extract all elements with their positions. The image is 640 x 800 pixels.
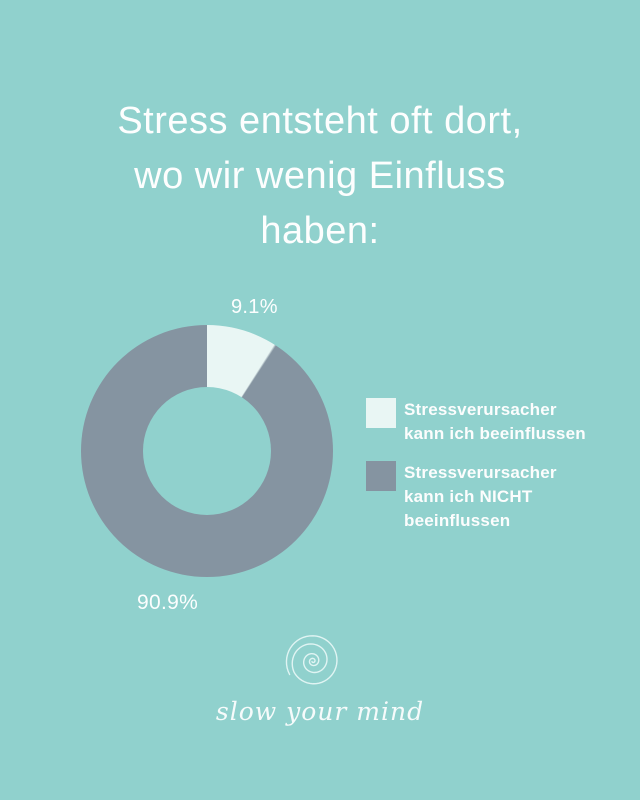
percent-label-large-slice: 90.9%	[137, 591, 199, 614]
donut-chart	[81, 325, 333, 577]
legend-label-nicht-beeinflussen: Stressverursacher kann ich NICHT beeinfl…	[404, 463, 557, 530]
legend-swatch-light	[366, 398, 396, 428]
title-line-2: wo wir wenig Einfluss	[134, 155, 506, 197]
chart-legend: Stressverursacher kann ich beeinflussen …	[366, 398, 594, 533]
title-line-3: haben:	[260, 210, 380, 252]
title-line-1: Stress entsteht oft dort,	[117, 100, 523, 142]
snail-shell-icon	[285, 635, 338, 685]
legend-item-beeinflussen: Stressverursacher kann ich beeinflussen	[366, 398, 594, 446]
brand-name: slow your mind	[215, 697, 425, 726]
legend-label-beeinflussen: Stressverursacher kann ich beeinflussen	[404, 400, 586, 443]
percent-label-small-slice: 9.1%	[231, 296, 278, 318]
legend-item-nicht-beeinflussen: Stressverursacher kann ich NICHT beeinfl…	[366, 461, 594, 533]
legend-swatch-gray	[366, 461, 396, 491]
donut-hole	[142, 386, 272, 516]
page-title: Stress entsteht oft dort, wo wir wenig E…	[0, 94, 640, 259]
